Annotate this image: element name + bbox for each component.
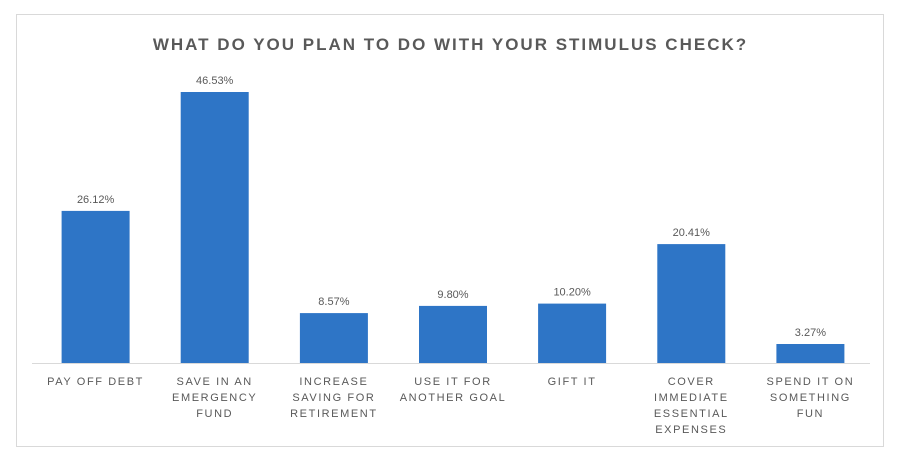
data-label: 9.80% (437, 289, 468, 301)
category-label: ESSENTIAL (654, 408, 729, 420)
bar (299, 313, 368, 363)
category-label: COVER (668, 376, 715, 388)
data-label: 8.57% (318, 296, 349, 308)
data-label: 20.41% (673, 227, 711, 239)
category-label: INCREASE (299, 376, 368, 388)
bar (776, 344, 845, 363)
bar (538, 303, 607, 363)
category-label: SPEND IT ON (767, 376, 855, 388)
bar (180, 92, 249, 363)
data-label: 10.20% (553, 287, 591, 299)
category-label: EMERGENCY (172, 392, 257, 404)
category-label: SAVE IN AN (177, 376, 253, 388)
category-label: GIFT IT (548, 376, 597, 388)
chart-frame (16, 14, 884, 447)
bar (657, 244, 726, 363)
chart-title: WHAT DO YOU PLAN TO DO WITH YOUR STIMULU… (152, 35, 749, 54)
category-label: PAY OFF DEBT (47, 376, 144, 388)
category-label: FUN (797, 408, 824, 420)
category-label: SAVING FOR (292, 392, 375, 404)
category-label: RETIREMENT (290, 408, 378, 420)
data-label: 26.12% (77, 194, 115, 206)
bar (419, 305, 487, 363)
category-label: ANOTHER GOAL (400, 392, 507, 404)
bar (61, 210, 130, 363)
category-label: IMMEDIATE (654, 392, 729, 404)
data-label: 3.27% (795, 327, 826, 339)
category-label: FUND (196, 408, 233, 420)
category-label: SOMETHING (770, 392, 851, 404)
category-label: USE IT FOR (414, 376, 492, 388)
category-label: EXPENSES (655, 424, 727, 436)
data-label: 46.53% (196, 75, 234, 87)
